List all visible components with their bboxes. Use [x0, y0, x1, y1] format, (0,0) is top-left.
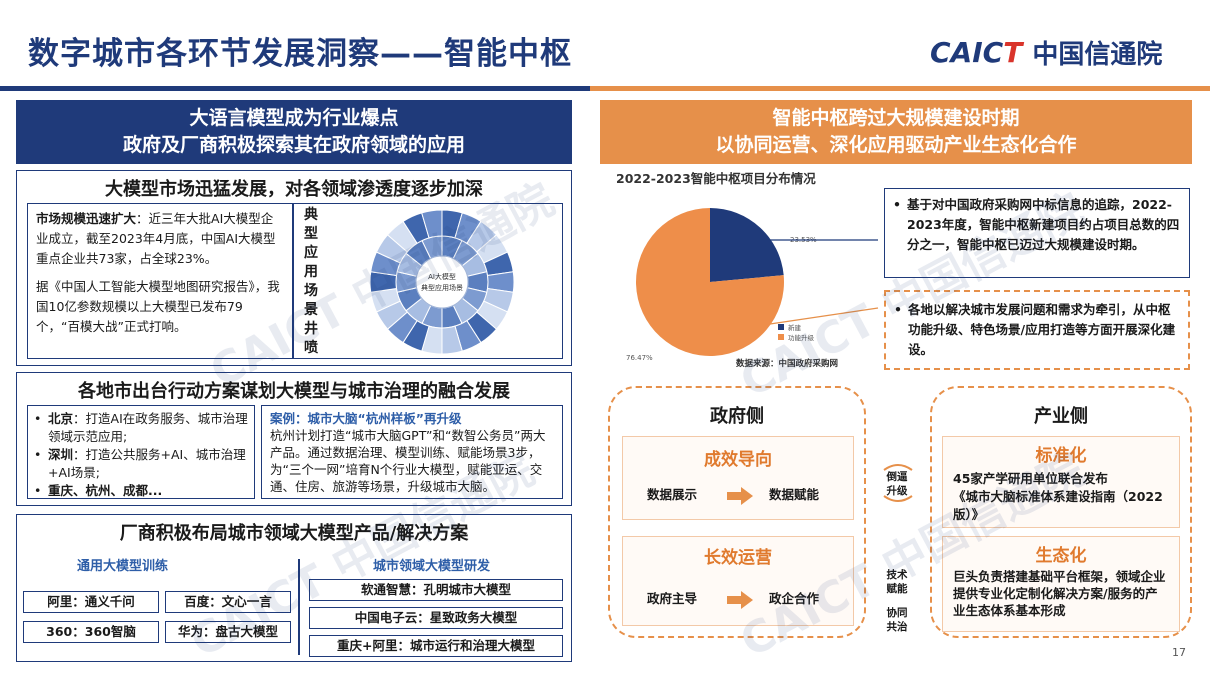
market-text-box: 市场规模迅速扩大：近三年大批AI大模型企业成立，截至2023年4月底，中国AI大…	[27, 203, 293, 359]
product-softstone: 软通智慧：孔明城市大模型	[309, 579, 563, 601]
caict-logo: CAICT 中国信通院	[930, 34, 1162, 71]
chart-source: 数据来源：中国政府采购网	[736, 359, 839, 369]
city-list: 北京：打造AI在政务服务、城市治理领域示范应用; 深圳：打造公共服务+AI、城市…	[34, 410, 248, 500]
ind-standard-title: 标准化	[1035, 446, 1087, 466]
arrow-right-icon	[727, 487, 753, 505]
product-360: 360：360智脑	[23, 621, 159, 643]
vendor-divider	[298, 559, 300, 655]
government-side-panel: 政府侧 成效导向 数据展示 数据赋能 长效运营 政府主导 政企合作	[608, 386, 866, 638]
left-header-banner: 大语言模型成为行业爆点 政府及厂商积极探索其在政府领域的应用	[16, 100, 572, 164]
legend-swatch-new	[778, 324, 784, 330]
scenario-wheel-chart: AI大模型 典型应用场景	[369, 209, 515, 355]
vertical-label-char: 典	[304, 207, 318, 223]
pie-slice-new	[710, 208, 784, 282]
gov-operation-box: 长效运营 政府主导 政企合作	[622, 536, 854, 626]
project-pie-chart: 23.53% 76.47% 新建 功能升级	[626, 208, 879, 362]
gov-operation-title: 长效运营	[704, 548, 772, 568]
co-governance-label: 协同 共治	[886, 607, 908, 633]
product-alibaba: 阿里：通义千问	[23, 591, 159, 613]
pie-legend: 新建 功能升级	[778, 323, 815, 342]
vertical-label-char: 型	[304, 226, 318, 242]
title-divider-accent	[590, 86, 1210, 91]
vertical-label-char: 井	[304, 321, 318, 337]
logo-cn: 中国信通院	[1032, 40, 1163, 70]
right-header-line2: 以协同运营、深化应用驱动产业生态化合作	[715, 134, 1077, 156]
arrow-right-icon	[727, 591, 753, 609]
market-section: 大模型市场迅猛发展，对各领域渗透度逐步加深 市场规模迅速扩大：近三年大批AI大模…	[16, 170, 572, 366]
product-cec-cloud: 中国电子云：星致政务大模型	[309, 607, 563, 629]
product-chongqing-alibaba: 重庆+阿里：城市运行和治理大模型	[309, 635, 563, 657]
vertical-label-char: 用	[304, 264, 318, 280]
note-2: 各地以解决城市发展问题和需求为牵引，从中枢功能升级、特色场景/应用打造等方面开展…	[894, 300, 1180, 360]
pie-slice-upgrade	[636, 208, 784, 356]
gov-data-empower: 数据赋能	[769, 487, 820, 502]
city-item-shenzhen: 深圳：打造公共服务+AI、城市治理+AI场景;	[34, 446, 248, 482]
pie-label-upgrade: 76.47%	[626, 354, 653, 362]
legend-label-upgrade: 功能升级	[788, 333, 815, 342]
city-item-others: 重庆、杭州、成都...	[34, 482, 248, 500]
upgrade-label: 倒逼 升级	[886, 471, 908, 497]
chart-title: 2022-2023智能中枢项目分布情况	[616, 171, 816, 186]
market-paragraph-1: 市场规模迅速扩大：近三年大批AI大模型企业成立，截至2023年4月底，中国AI大…	[36, 211, 276, 266]
note-box-new-projects: 基于对中国政府采购网中标信息的追踪，2022-2023年度，智能中枢新建项目约占…	[884, 188, 1190, 278]
cycle-arrows-icon	[883, 464, 913, 502]
logo-en: CAICT	[930, 36, 1023, 69]
note-box-deepening: 各地以解决城市发展问题和需求为牵引，从中枢功能升级、特色场景/应用打造等方面开展…	[884, 290, 1190, 370]
gov-data-display: 数据展示	[647, 487, 698, 502]
page-title: 数字城市各环节发展洞察——智能中枢	[28, 36, 572, 72]
case-heading: 案例：城市大脑“杭州样板”再升级	[270, 411, 462, 426]
ind-ecosystem-box: 生态化 巨头负责搭建基础平台框架，领域企业提供专业化定制化解决方案/服务的产业生…	[942, 536, 1180, 632]
gov-led: 政府主导	[647, 591, 698, 606]
left-header-line2: 政府及厂商积极探索其在政府领域的应用	[122, 134, 465, 156]
ind-ecosystem-title: 生态化	[1035, 546, 1087, 566]
tech-empower-label: 技术 赋能	[886, 569, 908, 595]
vertical-label-char: 喷	[304, 340, 318, 356]
product-baidu: 百度：文心一言	[165, 591, 291, 613]
ind-standard-desc-2: 《城市大脑标准体系建设指南（2022版）》	[953, 489, 1163, 522]
vendor-section-title: 厂商积极布局城市领域大模型产品/解决方案	[119, 523, 469, 544]
gov-effect-title: 成效导向	[704, 450, 772, 470]
scenario-wheel-box: 典型应用场景井喷 AI大模型 典型应用场景	[293, 203, 563, 359]
legend-label-new: 新建	[788, 323, 802, 332]
gov-enterprise-coop: 政企合作	[769, 591, 820, 606]
market-paragraph-2: 据《中国人工智能大模型地图研究报告》，我国10亿参数规模以上大模型已发布79个，…	[36, 279, 280, 334]
general-model-heading: 通用大模型训练	[77, 559, 169, 574]
vertical-label-char: 应	[304, 245, 318, 261]
industry-side-heading: 产业侧	[1034, 406, 1088, 427]
right-header-line1: 智能中枢跨过大规模建设时期	[772, 107, 1020, 129]
connector-line-2	[769, 307, 879, 325]
government-side-heading: 政府侧	[710, 406, 764, 427]
vendor-section: 厂商积极布局城市领域大模型产品/解决方案 通用大模型训练 城市领域大模型研发 阿…	[16, 514, 572, 662]
left-header-line1: 大语言模型成为行业爆点	[189, 107, 399, 129]
city-model-heading: 城市领域大模型研发	[373, 559, 491, 574]
ind-standard-desc-1: 45家产学研用单位联合发布	[953, 471, 1108, 486]
ind-standard-box: 标准化 45家产学研用单位联合发布 《城市大脑标准体系建设指南（2022版）》	[942, 436, 1180, 528]
case-text: 杭州计划打造“城市大脑GPT”和“数智公务员”两大产品。通过数据治理、模型训练、…	[270, 428, 546, 494]
hangzhou-case-box: 案例：城市大脑“杭州样板”再升级 杭州计划打造“城市大脑GPT”和“数智公务员”…	[261, 405, 563, 499]
note-1: 基于对中国政府采购网中标信息的追踪，2022-2023年度，智能中枢新建项目约占…	[893, 195, 1181, 255]
city-list-box: 北京：打造AI在政务服务、城市治理领域示范应用; 深圳：打造公共服务+AI、城市…	[27, 405, 255, 500]
legend-swatch-upgrade	[778, 334, 784, 340]
right-header-banner: 智能中枢跨过大规模建设时期 以协同运营、深化应用驱动产业生态化合作	[600, 100, 1192, 164]
vertical-label-char: 景	[304, 302, 318, 318]
vertical-label-char: 场	[304, 283, 318, 299]
market-section-title: 大模型市场迅猛发展，对各领域渗透度逐步加深	[105, 179, 483, 200]
scenario-vertical-label: 典型应用场景井喷	[300, 206, 322, 358]
ind-ecosystem-desc: 巨头负责搭建基础平台框架，领域企业提供专业化定制化解决方案/服务的产业生态体系基…	[953, 569, 1166, 618]
wheel-segment	[421, 209, 443, 239]
city-item-beijing: 北京：打造AI在政务服务、城市治理领域示范应用;	[34, 410, 248, 446]
policy-section-title: 各地市出台行动方案谋划大模型与城市治理的融合发展	[78, 381, 510, 402]
policy-section: 各地市出台行动方案谋划大模型与城市治理的融合发展 北京：打造AI在政务服务、城市…	[16, 372, 572, 506]
page-number: 17	[1172, 646, 1186, 659]
wheel-center-line1: AI大模型	[428, 272, 456, 281]
product-huawei: 华为：盘古大模型	[165, 621, 291, 643]
industry-side-panel: 产业侧 标准化 45家产学研用单位联合发布 《城市大脑标准体系建设指南（2022…	[930, 386, 1192, 638]
gov-effect-box: 成效导向 数据展示 数据赋能	[622, 436, 854, 520]
wheel-center-line2: 典型应用场景	[421, 283, 463, 292]
